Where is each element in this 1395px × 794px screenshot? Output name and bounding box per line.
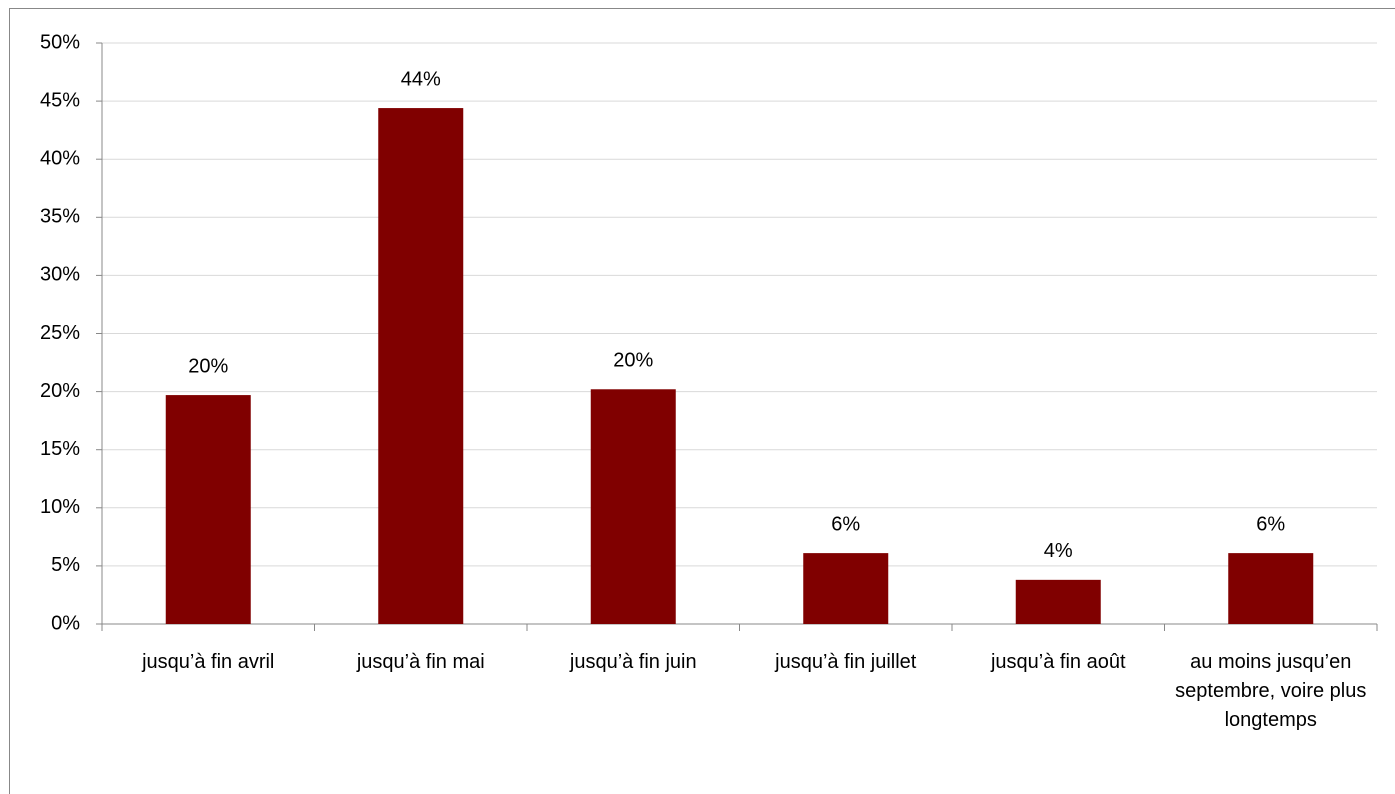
x-tick-label: jusqu’à fin juillet	[775, 651, 917, 673]
bar	[165, 395, 251, 624]
x-tick-label: au moins jusqu’en septembre, voire plus …	[1175, 651, 1367, 731]
y-tick-label: 50%	[40, 31, 80, 53]
value-label: 6%	[1256, 513, 1285, 535]
y-tick-label: 40%	[40, 147, 80, 169]
x-tick-label: jusqu’à fin août	[990, 651, 1126, 673]
value-label: 4%	[1044, 540, 1073, 562]
y-tick-label: 10%	[40, 496, 80, 518]
value-label: 20%	[188, 355, 228, 377]
bar	[378, 108, 464, 624]
bar	[1015, 579, 1101, 624]
y-tick-label: 15%	[40, 438, 80, 460]
y-tick-label: 20%	[40, 380, 80, 402]
y-tick-label: 0%	[51, 612, 80, 634]
y-tick-label: 30%	[40, 264, 80, 286]
bar	[803, 553, 889, 624]
y-tick-label: 25%	[40, 322, 80, 344]
value-label: 44%	[401, 68, 441, 90]
value-label: 6%	[831, 513, 860, 535]
x-tick-label: jusqu’à fin avril	[142, 651, 275, 673]
x-tick-label: jusqu’à fin juin	[569, 651, 697, 673]
y-tick-label: 45%	[40, 89, 80, 111]
x-tick-label: jusqu’à fin mai	[356, 651, 485, 673]
value-label: 20%	[613, 350, 653, 372]
chart-frame	[9, 8, 1395, 794]
y-tick-label: 5%	[51, 554, 80, 576]
y-tick-label: 35%	[40, 206, 80, 228]
bar	[590, 389, 676, 624]
bar	[1228, 553, 1314, 624]
